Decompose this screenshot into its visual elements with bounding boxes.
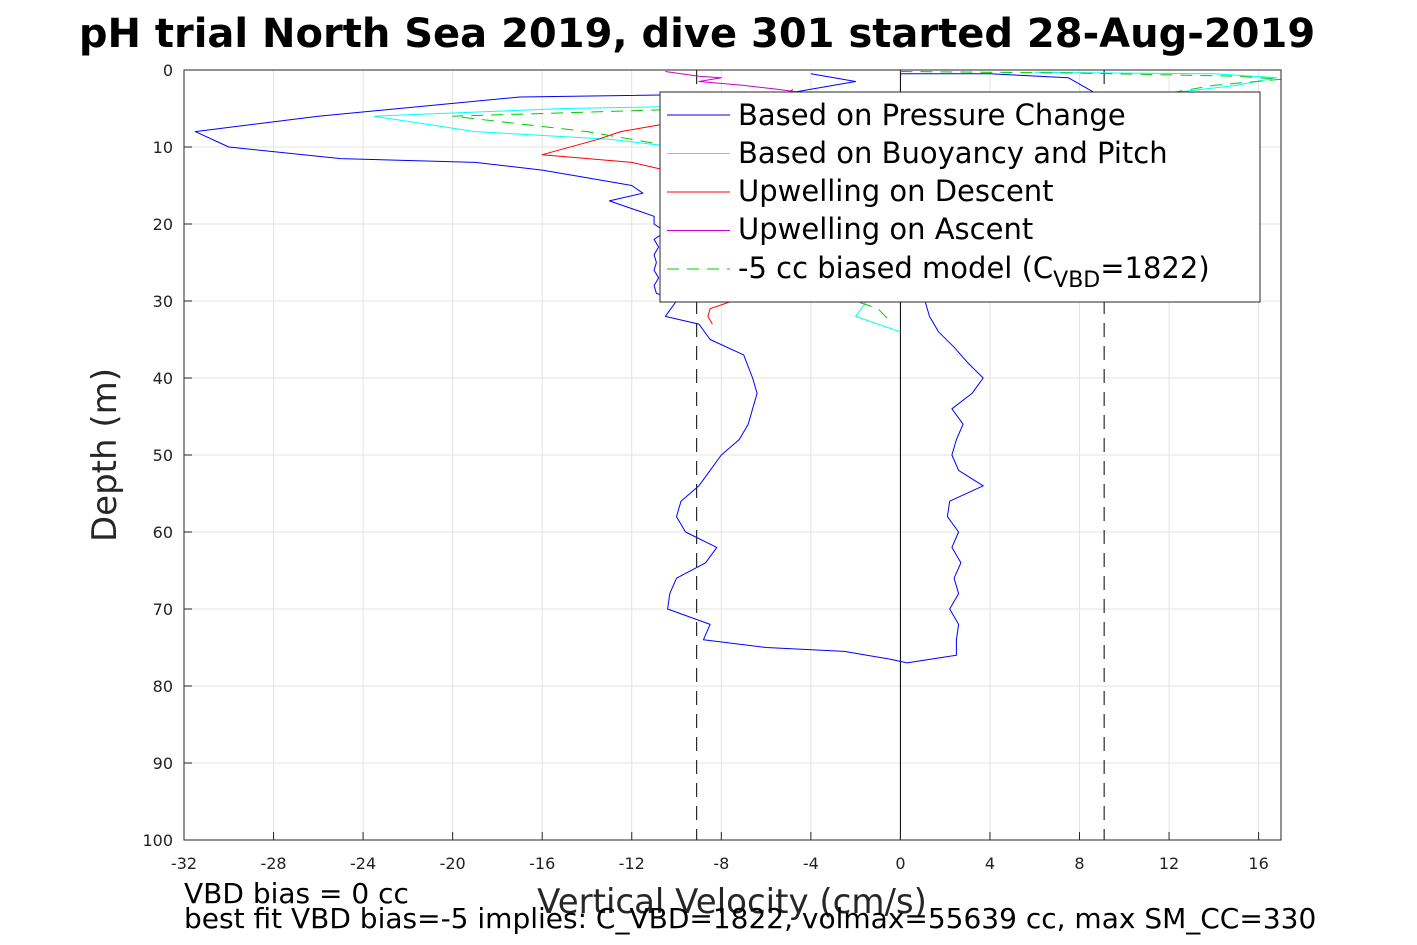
legend-entry-model: -5 cc biased model (CVBD=1822)	[738, 251, 1210, 293]
x-tick-label: 4	[985, 854, 995, 873]
y-tick-label: 30	[153, 292, 173, 311]
y-tick-label: 40	[153, 369, 173, 388]
legend-entry-upwelling-descent: Upwelling on Descent	[738, 174, 1054, 208]
series-lines	[194, 71, 1282, 664]
legend-samples	[667, 114, 730, 270]
x-tick-label: 12	[1159, 854, 1179, 873]
x-tick-label: 16	[1248, 854, 1268, 873]
x-tick-label: -28	[260, 854, 286, 873]
x-tick-label: -12	[619, 854, 645, 873]
y-axis-label: Depth (m)	[85, 368, 125, 542]
y-tick-label: 0	[163, 61, 173, 80]
series-line	[665, 71, 807, 94]
y-tick-label: 50	[153, 446, 173, 465]
x-tick-label: -4	[803, 854, 819, 873]
y-tick-label: 90	[153, 754, 173, 773]
y-tick-label: 100	[142, 831, 173, 850]
x-axis-ticks: -32 -28 -24 -20 -16 -12 -8 -4 0 4 8 12 16	[171, 832, 1269, 873]
y-tick-label: 10	[153, 138, 173, 157]
best-fit-note: best fit VBD bias=-5 implies: C_VBD=1822…	[184, 902, 1316, 935]
legend-model-prefix: -5 cc biased model (C	[738, 251, 1053, 285]
x-axis-label: Vertical Velocity (cm/s)	[537, 882, 927, 922]
series-line	[194, 73, 1103, 664]
legend-entry-upwelling-ascent: Upwelling on Ascent	[738, 212, 1033, 246]
legend-model-suffix: =1822)	[1100, 251, 1209, 285]
y-tick-label: 70	[153, 600, 173, 619]
x-tick-label: 8	[1074, 854, 1084, 873]
x-tick-label: -32	[171, 854, 197, 873]
x-tick-label: -24	[350, 854, 376, 873]
legend-entry-buoyancy: Based on Buoyancy and Pitch	[738, 136, 1168, 170]
legend-model-subscript: VBD	[1053, 268, 1100, 293]
y-tick-label: 20	[153, 215, 173, 234]
y-axis-ticks: 0 10 20 30 40 50 60 70 80 90 100	[142, 61, 192, 850]
series-line	[452, 71, 1282, 321]
x-tick-label: -16	[529, 854, 555, 873]
vbd-bias-note: VBD bias = 0 cc	[184, 877, 409, 910]
y-tick-label: 60	[153, 523, 173, 542]
x-tick-label: 0	[895, 854, 905, 873]
x-tick-label: -20	[440, 854, 466, 873]
legend-entry-pressure: Based on Pressure Change	[738, 98, 1126, 132]
series-line	[373, 71, 1277, 333]
y-tick-label: 80	[153, 677, 173, 696]
legend-box	[659, 91, 1261, 303]
legend: Based on Pressure Change Based on Buoyan…	[659, 91, 1261, 303]
chart-title: pH trial North Sea 2019, dive 301 starte…	[79, 11, 1315, 57]
x-tick-label: -8	[713, 854, 729, 873]
